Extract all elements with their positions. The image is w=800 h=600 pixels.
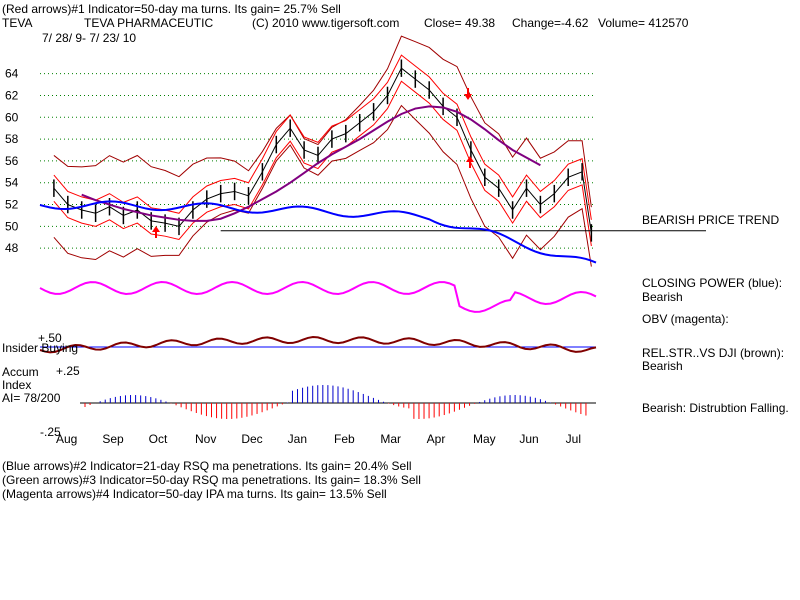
obv-line <box>39 280 597 313</box>
accum-plus25: +.25 <box>56 364 80 378</box>
month-label: Nov <box>195 432 216 446</box>
y-tick-label: 64 <box>5 67 19 81</box>
y-tick-label: 62 <box>5 88 19 102</box>
header-line1: (Red arrows)#1 Indicator=50-day ma turns… <box>2 2 341 16</box>
month-label: Jul <box>566 432 581 446</box>
y-tick-label: 54 <box>5 176 19 190</box>
price-line <box>53 67 592 233</box>
month-label: Apr <box>427 432 446 446</box>
copyright: (C) 2010 www.tigersoft.com <box>252 16 400 30</box>
month-label: Oct <box>149 432 168 446</box>
index-label: Index <box>2 378 32 392</box>
lower-band-line <box>53 104 592 267</box>
closing-power-value: Bearish <box>642 290 683 304</box>
ticker: TEVA <box>2 16 33 30</box>
month-label: Sep <box>102 432 124 446</box>
ai-label: AI= 78/200 <box>2 391 61 405</box>
relstr-value: Bearish <box>642 359 683 373</box>
accum-status: Bearish: Distrubtion Falling. <box>642 401 789 415</box>
month-label: Jun <box>519 432 538 446</box>
accum-plus50: +.50 <box>38 331 62 345</box>
accum-label: Accum <box>2 365 39 379</box>
buy-arrow <box>152 226 160 238</box>
month-label: Jan <box>288 432 307 446</box>
footer-line3: (Magenta arrows)#4 Indicator=50-day IPA … <box>2 487 387 501</box>
y-tick-label: 60 <box>5 110 19 124</box>
month-label: Feb <box>334 432 355 446</box>
month-label: May <box>473 432 496 446</box>
change-value: Change=-4.62 <box>512 16 589 30</box>
y-tick-label: 58 <box>5 132 19 146</box>
inner-lower-band-line <box>53 80 592 247</box>
date-range: 7/ 28/ 9- 7/ 23/ 10 <box>42 31 137 45</box>
y-tick-label: 56 <box>5 154 19 168</box>
y-tick-label: 50 <box>5 219 19 233</box>
buy-arrow <box>466 156 474 168</box>
sell-arrow <box>464 88 472 100</box>
accum-minus25: -.25 <box>40 425 61 439</box>
ma50-line <box>81 105 541 222</box>
month-label: Mar <box>380 432 401 446</box>
closing-power-line <box>39 200 597 264</box>
closing-power-label: CLOSING POWER (blue): <box>642 276 783 290</box>
insider-buying-label: Insider Buying <box>2 341 79 355</box>
trend-label: BEARISH PRICE TREND <box>642 213 780 227</box>
volume-value: Volume= 412570 <box>598 16 689 30</box>
footer-line1: (Blue arrows)#2 Indicator=21-day RSQ ma … <box>2 459 412 473</box>
obv-label: OBV (magenta): <box>642 312 729 326</box>
relstr-label: REL.STR..VS DJI (brown): <box>642 346 785 360</box>
company-name: TEVA PHARMACEUTIC <box>84 16 214 30</box>
y-tick-label: 52 <box>5 198 19 212</box>
footer-line2: (Green arrows)#3 Indicator=50-day RSQ ma… <box>2 473 421 487</box>
close-value: Close= 49.38 <box>424 16 496 30</box>
month-label: Dec <box>241 432 262 446</box>
y-tick-label: 48 <box>5 241 19 255</box>
month-label: Aug <box>56 432 77 446</box>
relstr-line <box>39 336 597 354</box>
upper-band-line <box>53 35 592 208</box>
inner-upper-band-line <box>53 54 592 220</box>
